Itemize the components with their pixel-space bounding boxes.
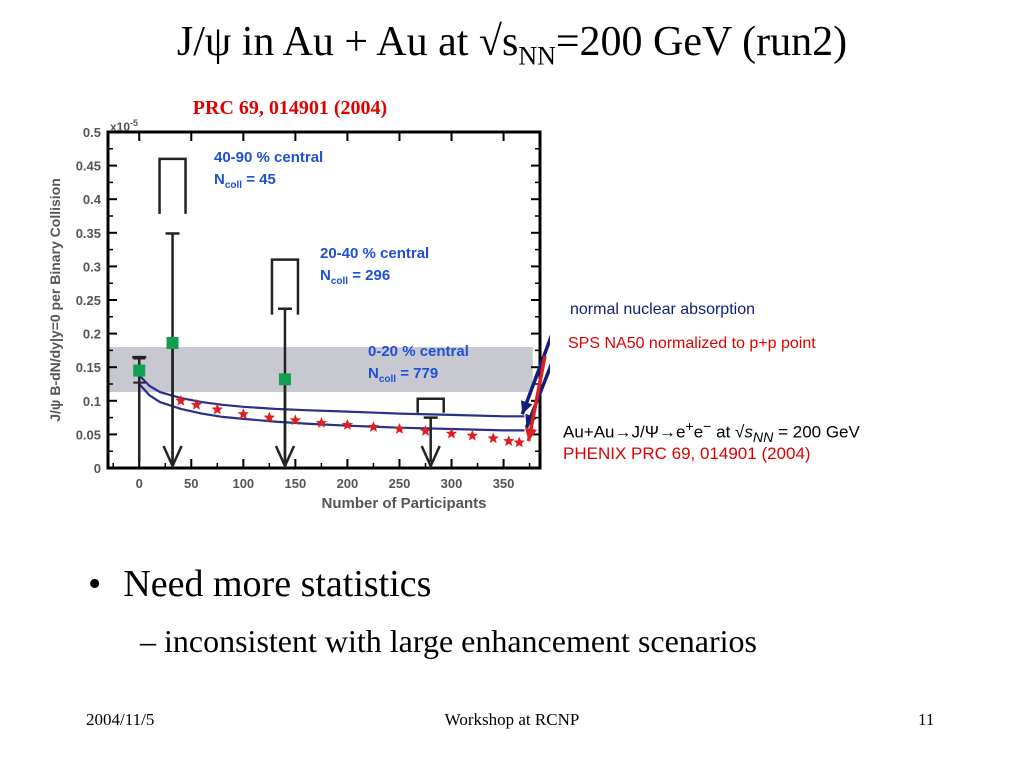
reaction-s: s xyxy=(744,422,753,442)
data-point-marker xyxy=(133,364,146,377)
pp-syst-bracket xyxy=(133,357,146,384)
y-tick-label: 0.4 xyxy=(83,192,102,207)
reaction-prefix: Au+Au→J/Ψ→e xyxy=(563,422,686,442)
absorption-curve xyxy=(138,383,525,432)
na50-star-point xyxy=(445,427,458,439)
chart: 0 0.05 0.1 0.15 0.2 0.25 0.3 0.35 0.4 0.45 0.5 0 50 1… xyxy=(47,118,550,512)
x-tick-label: 100 xyxy=(232,476,254,491)
reaction-label: Au+Au→J/Ψ→e+e− at √sNN = 200 GeV xyxy=(563,419,860,446)
pp-reference-band xyxy=(108,347,533,393)
slide-title: J/ψ in Au + Au at √sNN=200 GeV (run2) xyxy=(0,18,1024,71)
centrality-label: 40-90 % central xyxy=(214,149,323,166)
x-tick-label: 150 xyxy=(285,476,307,491)
y-tick-label: 0.5 xyxy=(83,125,101,140)
na50-star-point xyxy=(341,419,354,430)
bullet-text: Need more statistics xyxy=(123,563,432,605)
data-point-marker xyxy=(166,337,179,350)
na50-star-point xyxy=(190,398,203,410)
sps-na50-label: SPS NA50 normalized to p+p point xyxy=(568,335,816,352)
normal-absorption-label: normal nuclear absorption xyxy=(570,301,755,318)
na50-star-point xyxy=(393,423,406,434)
ncoll-label: Ncoll = 296 xyxy=(320,267,390,287)
ncoll-label: Ncoll = 45 xyxy=(214,171,276,191)
x-tick-label: 300 xyxy=(441,476,463,491)
centrality-label: 0-20 % central xyxy=(368,343,469,360)
systematic-bracket xyxy=(416,397,445,413)
x-tick-label: 50 xyxy=(184,476,198,491)
reaction-at: at √ xyxy=(711,422,745,442)
normal-absorption-arrow-upper xyxy=(520,334,550,415)
reaction-mid: e xyxy=(693,422,704,442)
na50-star-point xyxy=(367,421,380,432)
title-prefix: J/ψ in Au + Au at √s xyxy=(176,19,519,65)
na50-star-point xyxy=(315,417,328,428)
na50-star-point xyxy=(289,414,302,426)
x-tick-label: 250 xyxy=(389,476,411,491)
reaction-e-plus: + xyxy=(685,419,694,435)
upper-limit-arrow-head xyxy=(274,445,296,470)
normal-absorption-arrow-upper-head xyxy=(520,400,533,415)
footer-page-number: 11 xyxy=(918,710,935,729)
x-tick-label: 0 xyxy=(136,476,143,491)
reaction-nn: NN xyxy=(752,430,774,447)
y-tick-label: 0.35 xyxy=(76,226,101,241)
y-tick-label: 0.45 xyxy=(76,159,101,174)
upper-limit-arrow-head xyxy=(420,445,441,470)
footer-center: Workshop at RCNP xyxy=(444,710,580,729)
y-tick-label: 0 xyxy=(94,461,101,476)
x-tick-label: 200 xyxy=(337,476,359,491)
na50-star-point xyxy=(211,403,223,415)
y-tick-label: 0.05 xyxy=(76,427,101,442)
absorption-curve xyxy=(138,374,525,418)
sub-bullet-item: – inconsistent with large enhancement sc… xyxy=(140,623,757,659)
upper-limit-arrow-head xyxy=(162,445,183,470)
y-axis-label: J/ψ B-dN/dy|y=0 per Binary Collision xyxy=(47,178,63,422)
reaction-energy: = 200 GeV xyxy=(773,422,860,442)
data-point-marker xyxy=(278,373,291,386)
y-tick-label: 0.1 xyxy=(83,394,101,409)
y-tick-label: 0.25 xyxy=(76,293,101,308)
reference-label: PRC 69, 014901 (2004) xyxy=(192,97,388,119)
na50-arrow xyxy=(526,355,547,442)
na50-star-point xyxy=(175,394,187,406)
na50-star-point xyxy=(237,408,249,420)
na50-star-point xyxy=(487,432,499,444)
na50-star-point xyxy=(419,425,432,436)
y-tick-label: 0.3 xyxy=(83,259,101,274)
y-tick-label: 0.2 xyxy=(83,327,101,342)
reaction-e-minus: − xyxy=(703,419,712,435)
bullet-item: • Need more statistics xyxy=(88,562,431,606)
systematic-bracket xyxy=(158,157,187,214)
na50-star-point xyxy=(503,435,515,446)
y-tick-label: 0.15 xyxy=(76,360,101,375)
na50-star-point xyxy=(466,429,478,441)
na50-arrow-head xyxy=(524,427,537,442)
na50-star-point xyxy=(513,436,525,448)
x-tick-label: 350 xyxy=(493,476,515,491)
x-axis-label: Number of Participants xyxy=(321,495,486,512)
systematic-bracket xyxy=(270,258,300,315)
phenix-ref-label: PHENIX PRC 69, 014901 (2004) xyxy=(563,444,811,463)
title-suffix: =200 GeV (run2) xyxy=(555,19,848,65)
na50-star-point xyxy=(263,411,276,423)
centrality-label: 20-40 % central xyxy=(320,245,429,262)
bullet-dot: • xyxy=(88,563,102,605)
footer-date: 2004/11/5 xyxy=(86,710,155,729)
title-sub: NN xyxy=(518,41,556,71)
